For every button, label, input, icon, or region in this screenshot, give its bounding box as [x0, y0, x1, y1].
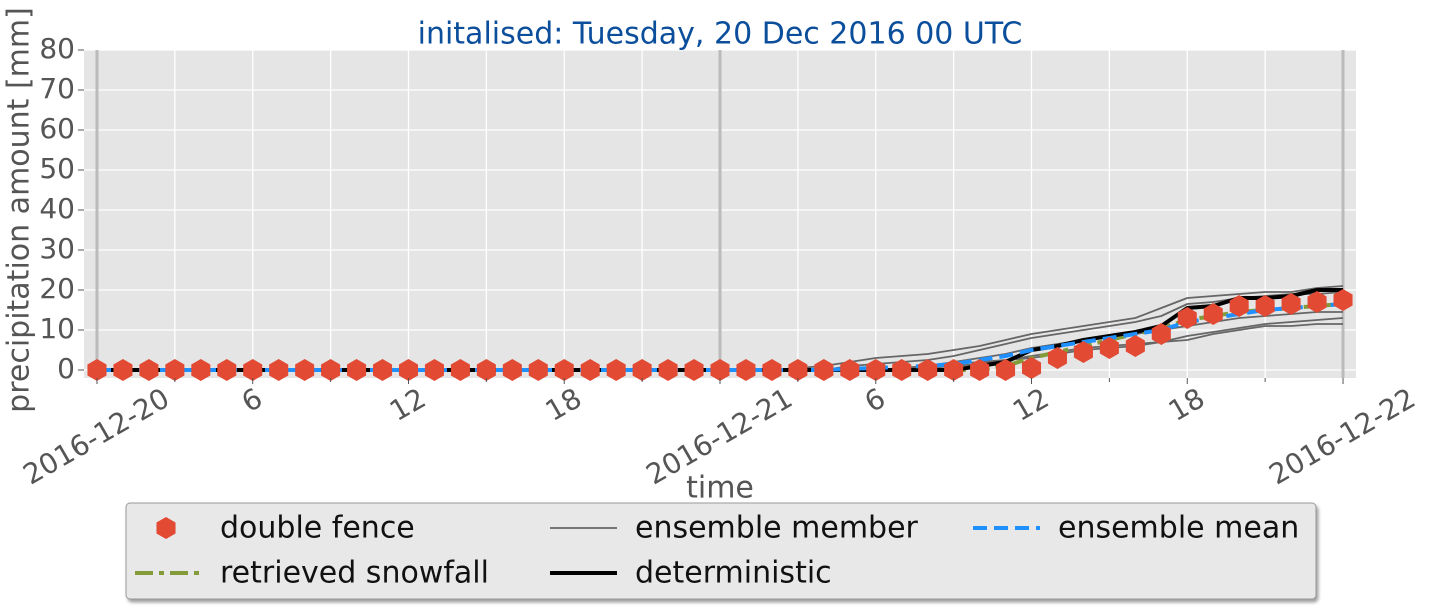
x-tick-label: 12 — [384, 381, 431, 427]
y-tick-label: 80 — [39, 32, 75, 65]
x-tick-label: 12 — [1007, 381, 1054, 427]
marker — [944, 359, 964, 381]
marker — [450, 359, 470, 381]
marker — [1125, 335, 1145, 357]
marker — [970, 359, 990, 381]
marker — [1203, 303, 1223, 325]
y-tick-label: 30 — [39, 232, 75, 265]
x-axis-label: time — [686, 471, 754, 506]
marker — [788, 359, 808, 381]
x-tick-label: 6 — [236, 381, 268, 418]
legend-label: ensemble member — [635, 511, 919, 546]
marker — [866, 359, 886, 381]
marker — [295, 359, 315, 381]
marker — [502, 359, 522, 381]
marker — [918, 359, 938, 381]
y-tick-label: 50 — [39, 152, 75, 185]
marker — [347, 359, 367, 381]
y-tick-label: 70 — [39, 72, 75, 105]
marker — [87, 359, 107, 381]
y-tick-label: 40 — [39, 192, 75, 225]
marker — [840, 359, 860, 381]
x-tick-label: 2016-12-20 — [18, 381, 175, 491]
marker — [814, 359, 834, 381]
marker — [1047, 347, 1067, 369]
marker — [710, 359, 730, 381]
legend-label: double fence — [220, 511, 415, 546]
marker — [684, 359, 704, 381]
legend-entry: deterministic — [550, 556, 832, 591]
legend-marker — [156, 517, 176, 539]
marker — [1151, 323, 1171, 345]
chart-title: initalised: Tuesday, 20 Dec 2016 00 UTC — [418, 17, 1023, 52]
marker — [1073, 341, 1093, 363]
marker — [191, 359, 211, 381]
marker — [1255, 295, 1275, 317]
marker — [632, 359, 652, 381]
marker — [554, 359, 574, 381]
legend-entry: retrieved snowfall — [135, 556, 489, 591]
marker — [1281, 293, 1301, 315]
marker — [606, 359, 626, 381]
legend-entry: ensemble member — [550, 511, 919, 546]
marker — [321, 359, 341, 381]
marker — [762, 359, 782, 381]
marker — [1021, 357, 1042, 379]
marker — [580, 359, 600, 381]
y-tick-label: 10 — [39, 312, 75, 345]
marker — [139, 359, 159, 381]
marker — [217, 359, 237, 381]
y-tick-label: 60 — [39, 112, 75, 145]
marker — [398, 359, 419, 381]
legend-entry: double fence — [156, 511, 415, 546]
y-axis-label: precipitation amount [mm] — [2, 7, 37, 413]
legend-entry: ensemble mean — [973, 511, 1299, 546]
lines — [87, 285, 1353, 381]
marker — [892, 359, 912, 381]
marker — [1177, 307, 1197, 329]
x-tick-label: 18 — [1163, 381, 1210, 427]
marker — [113, 359, 133, 381]
legend: double fence retrieved snowfall ensemble m… — [135, 511, 1299, 591]
marker — [658, 359, 678, 381]
legend-label: deterministic — [635, 556, 832, 591]
marker — [528, 359, 548, 381]
marker — [736, 359, 756, 381]
marker — [1333, 289, 1353, 311]
marker — [165, 359, 185, 381]
marker — [1099, 337, 1119, 359]
x-tick-label: 18 — [540, 381, 587, 427]
marker — [1229, 295, 1249, 317]
marker — [476, 359, 496, 381]
series-line — [96, 302, 1344, 372]
y-tick-label: 0 — [57, 352, 75, 385]
marker — [996, 359, 1016, 381]
marker — [269, 359, 289, 381]
marker — [424, 359, 444, 381]
x-tick-label: 6 — [859, 381, 891, 418]
legend-label: ensemble mean — [1058, 511, 1299, 546]
x-tick-label: 2016-12-22 — [1264, 381, 1421, 491]
marker — [243, 359, 263, 381]
marker — [373, 359, 393, 381]
marker — [1307, 291, 1327, 313]
y-tick-label: 20 — [39, 272, 75, 305]
legend-label: retrieved snowfall — [220, 556, 489, 591]
